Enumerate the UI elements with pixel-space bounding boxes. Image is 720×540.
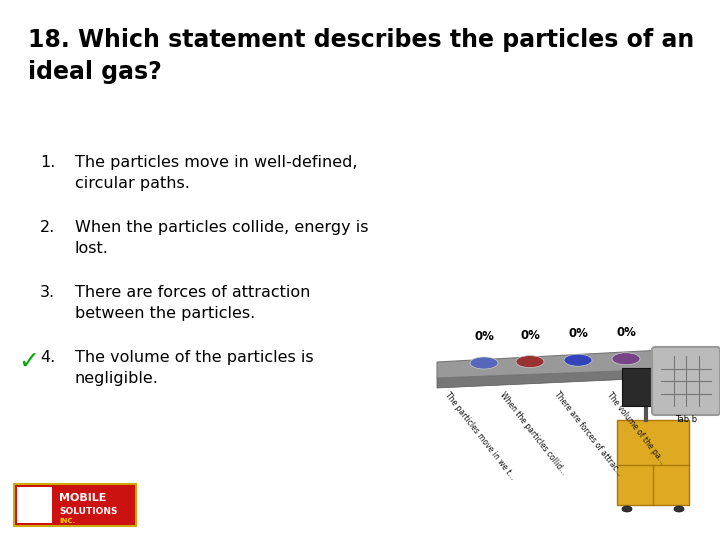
Ellipse shape — [564, 354, 592, 366]
Text: 2.: 2. — [40, 220, 55, 235]
Text: The volume of the particles is
negligible.: The volume of the particles is negligibl… — [75, 350, 314, 386]
Ellipse shape — [470, 357, 498, 369]
Ellipse shape — [674, 506, 684, 512]
Text: 0%: 0% — [520, 329, 540, 342]
FancyBboxPatch shape — [617, 420, 689, 505]
Text: ✓: ✓ — [18, 350, 39, 374]
Text: 0%: 0% — [616, 326, 636, 339]
FancyBboxPatch shape — [622, 368, 670, 406]
Ellipse shape — [516, 356, 544, 368]
Text: The particles move in we t...: The particles move in we t... — [443, 390, 517, 481]
Text: 1.: 1. — [40, 155, 55, 170]
Text: MOBILE: MOBILE — [59, 493, 107, 503]
Polygon shape — [437, 348, 700, 378]
Ellipse shape — [612, 353, 640, 364]
Polygon shape — [437, 368, 700, 388]
Text: The particles move in well-defined,
circular paths.: The particles move in well-defined, circ… — [75, 155, 358, 191]
FancyBboxPatch shape — [17, 487, 52, 523]
Text: 3.: 3. — [40, 285, 55, 300]
Ellipse shape — [622, 506, 632, 512]
FancyBboxPatch shape — [13, 483, 137, 527]
Text: 0%: 0% — [568, 327, 588, 340]
Text: 0%: 0% — [474, 330, 494, 343]
Text: INC.: INC. — [59, 518, 76, 524]
Text: When the particles collide, energy is
lost.: When the particles collide, energy is lo… — [75, 220, 369, 256]
FancyBboxPatch shape — [652, 347, 720, 415]
FancyBboxPatch shape — [15, 485, 135, 525]
Text: 4.: 4. — [40, 350, 55, 365]
Text: 18. Which statement describes the particles of an: 18. Which statement describes the partic… — [28, 28, 694, 52]
Text: When the particles collid...: When the particles collid... — [498, 390, 568, 476]
Text: The volume of the pa...: The volume of the pa... — [605, 390, 667, 465]
Text: ideal gas?: ideal gas? — [28, 60, 162, 84]
Text: SOLUTIONS: SOLUTIONS — [59, 507, 117, 516]
Text: There are forces of attraction
between the particles.: There are forces of attraction between t… — [75, 285, 310, 321]
Text: Tab b: Tab b — [675, 415, 697, 424]
Text: There are forces of attrac...: There are forces of attrac... — [553, 390, 624, 478]
